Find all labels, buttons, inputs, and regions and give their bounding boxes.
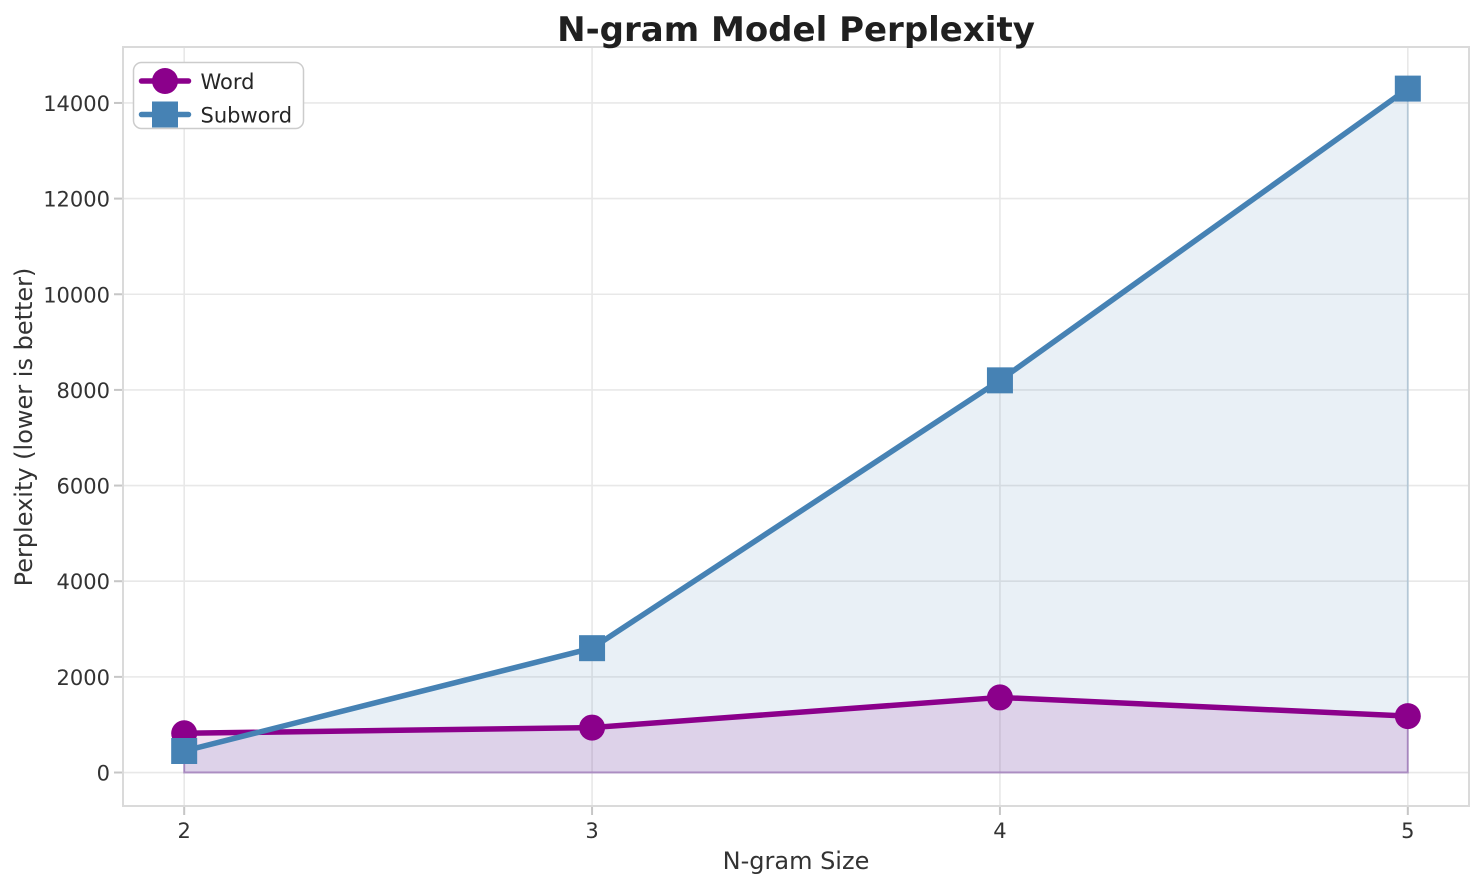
axes-layer: 0 2000 4000 6000 8000 10000 12000 14000 2 3 4 5: [43, 46, 1470, 843]
grid-layer: [124, 48, 1468, 805]
fill-areas-layer: [183, 86, 1409, 774]
y-tick-label: 12000: [43, 188, 110, 212]
y-tick-label: 0: [97, 762, 110, 786]
y-tick-label: 10000: [43, 283, 110, 307]
subword-fill-area: [183, 86, 1409, 774]
y-axis-label: Perplexity (lower is better): [10, 268, 38, 587]
word-marker: [1394, 703, 1421, 730]
y-tick-label: 6000: [57, 475, 110, 499]
y-tick-label: 2000: [57, 666, 110, 690]
subword-marker: [171, 738, 198, 764]
x-tick-label: 2: [177, 819, 190, 843]
chart-title: N-gram Model Perplexity: [557, 10, 1035, 50]
series-layer: [171, 75, 1421, 764]
y-tick-label: 14000: [43, 92, 110, 116]
legend: Word Subword: [132, 61, 305, 130]
x-tick-label: 3: [585, 819, 598, 843]
legend-label: Subword: [201, 104, 293, 128]
y-tick-label: 4000: [57, 570, 110, 594]
y-tick-label: 8000: [57, 379, 110, 403]
plot-spines: [122, 46, 1470, 807]
x-tick-label: 5: [1401, 819, 1414, 843]
word-line: [181, 694, 1411, 737]
legend-label: Word: [201, 70, 255, 94]
word-marker: [579, 714, 606, 741]
legend-item-word: Word: [138, 68, 255, 94]
subword-marker: [579, 635, 606, 662]
subword-marker: [986, 367, 1013, 394]
legend-circle-marker: [152, 68, 178, 94]
x-axis-label: N-gram Size: [723, 847, 870, 875]
subword-marker: [1394, 75, 1421, 102]
x-tick-label: 4: [993, 819, 1006, 843]
legend-item-subword: Subword: [138, 101, 293, 128]
legend-square-marker: [152, 101, 178, 128]
subword-line: [181, 85, 1411, 754]
word-marker: [986, 684, 1013, 711]
